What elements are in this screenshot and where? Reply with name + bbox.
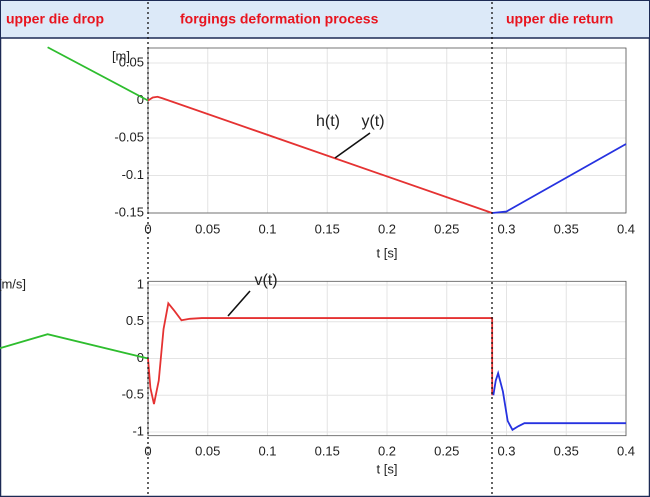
x-tick-label: 0.4 bbox=[617, 443, 635, 458]
line-series bbox=[147, 301, 494, 405]
x-tick-label: 0.3 bbox=[497, 443, 515, 458]
phase-label: forgings deformation process bbox=[180, 11, 379, 27]
leader-line bbox=[227, 290, 251, 317]
y-tick-label: -0.05 bbox=[114, 129, 144, 144]
y-tick-label: 0 bbox=[137, 92, 144, 107]
x-tick-label: 0.1 bbox=[258, 221, 276, 236]
header-band bbox=[1, 1, 649, 38]
annotation: y(t) bbox=[361, 113, 384, 130]
phase-label: upper die return bbox=[506, 11, 613, 27]
line-series bbox=[492, 143, 627, 214]
x-axis-label: t [s] bbox=[377, 461, 398, 476]
y-tick-label: -0.15 bbox=[114, 204, 144, 219]
leader-line bbox=[334, 132, 371, 159]
y-tick-label: -0.5 bbox=[122, 387, 144, 402]
x-tick-label: 0.4 bbox=[617, 221, 635, 236]
line-series bbox=[492, 369, 626, 432]
x-tick-label: 0.35 bbox=[554, 221, 579, 236]
y-tick-label: 0.05 bbox=[119, 54, 144, 69]
y-tick-label: 1 bbox=[137, 276, 144, 291]
x-tick-label: 0.1 bbox=[258, 443, 276, 458]
y-axis-label: [m/s] bbox=[0, 276, 26, 291]
x-tick-label: 0.3 bbox=[497, 221, 515, 236]
x-tick-label: 0.35 bbox=[554, 443, 579, 458]
line-series bbox=[47, 46, 149, 102]
x-tick-label: 0.05 bbox=[195, 443, 220, 458]
x-tick-label: 0 bbox=[144, 443, 151, 458]
annotation: v(t) bbox=[254, 272, 277, 289]
plots: 0 0.05 0.1 0.15 0.2 0.25 0.3 0.35 0.4 0.05 0 -0.05 -… bbox=[0, 46, 635, 476]
x-tick-label: 0.2 bbox=[378, 221, 396, 236]
y-tick-label: -1 bbox=[132, 423, 144, 438]
axes-box bbox=[147, 47, 627, 214]
x-tick-label: 0.25 bbox=[434, 443, 459, 458]
annotation: h(t) bbox=[316, 113, 340, 130]
x-tick-label: 0.2 bbox=[378, 443, 396, 458]
phase-label: upper die drop bbox=[6, 11, 104, 27]
x-tick-label: 0.15 bbox=[315, 443, 340, 458]
x-tick-label: 0.25 bbox=[434, 221, 459, 236]
x-tick-label: 0.15 bbox=[315, 221, 340, 236]
y-tick-label: -0.1 bbox=[122, 167, 144, 182]
x-tick-label: 0.05 bbox=[195, 221, 220, 236]
y-axis-label: [m] bbox=[112, 48, 130, 63]
y-tick-label: 0.5 bbox=[126, 313, 144, 328]
x-axis-label: t [s] bbox=[377, 245, 398, 260]
line-series bbox=[0, 333, 149, 360]
line-series bbox=[147, 95, 493, 214]
